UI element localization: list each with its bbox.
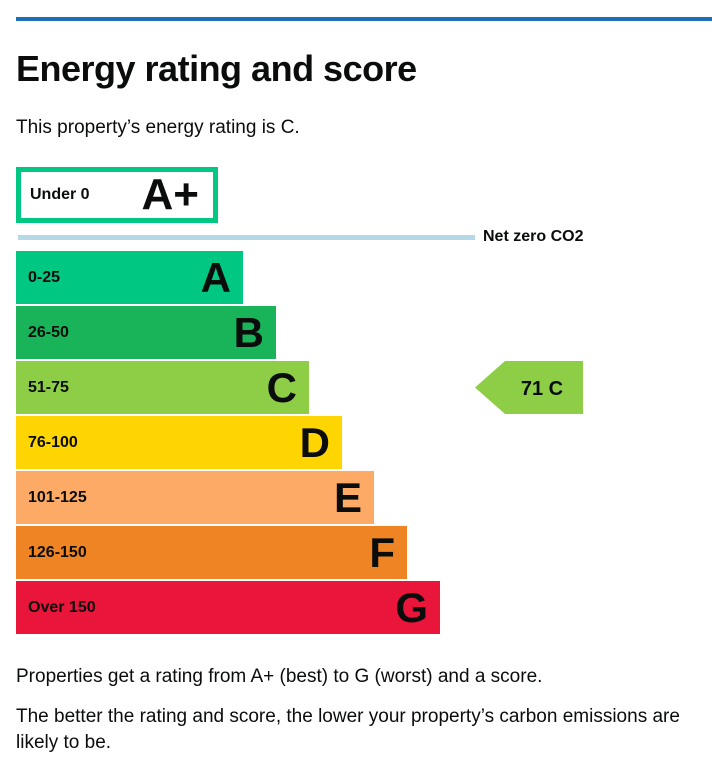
band-range-label: 126-150: [28, 543, 87, 561]
band-a: 0-25 A: [16, 251, 243, 304]
band-letter: G: [395, 583, 428, 631]
band-e: 101-125 E: [16, 471, 374, 524]
band-a-plus: Under 0 A+: [16, 167, 218, 223]
band-d: 76-100 D: [16, 416, 342, 469]
rating-summary-text: This property’s energy rating is C.: [16, 117, 300, 138]
band-f: 126-150 F: [16, 526, 407, 579]
band-letter: A+: [141, 170, 199, 219]
score-marker-label: 71 C: [521, 378, 563, 400]
band-range-label: Over 150: [28, 598, 96, 616]
band-letter: C: [266, 363, 297, 411]
net-zero-label: Net zero CO2: [483, 228, 584, 245]
band-letter: D: [299, 418, 330, 466]
band-letter: B: [233, 308, 264, 356]
rating-scale: 0-25 A 26-50 B 51-75 C 76-100 D 101-125 …: [16, 251, 712, 634]
score-marker-arrow: 71 C: [475, 361, 583, 414]
band-range-label: 51-75: [28, 378, 69, 396]
band-b: 26-50 B: [16, 306, 276, 359]
band-range-label: 101-125: [28, 488, 87, 506]
band-range-label: 26-50: [28, 323, 69, 341]
score-arrow-shape: [475, 361, 583, 414]
page-title: Energy rating and score: [16, 48, 417, 89]
band-range-label: 76-100: [28, 433, 78, 451]
net-zero-line: [18, 234, 475, 240]
band-letter: A: [200, 253, 231, 301]
band-letter: E: [333, 473, 362, 521]
band-range-label: Under 0: [30, 186, 90, 203]
top-rule: [16, 17, 712, 21]
rating-explainer-text: Properties get a rating from A+ (best) t…: [16, 666, 543, 687]
score-explainer-text: The better the rating and score, the low…: [16, 706, 680, 753]
band-g: Over 150 G: [16, 581, 440, 634]
band-c: 51-75 C: [16, 361, 309, 414]
band-letter: F: [369, 528, 395, 576]
net-zero-row: Net zero CO2: [18, 228, 712, 246]
band-range-label: 0-25: [28, 268, 61, 286]
